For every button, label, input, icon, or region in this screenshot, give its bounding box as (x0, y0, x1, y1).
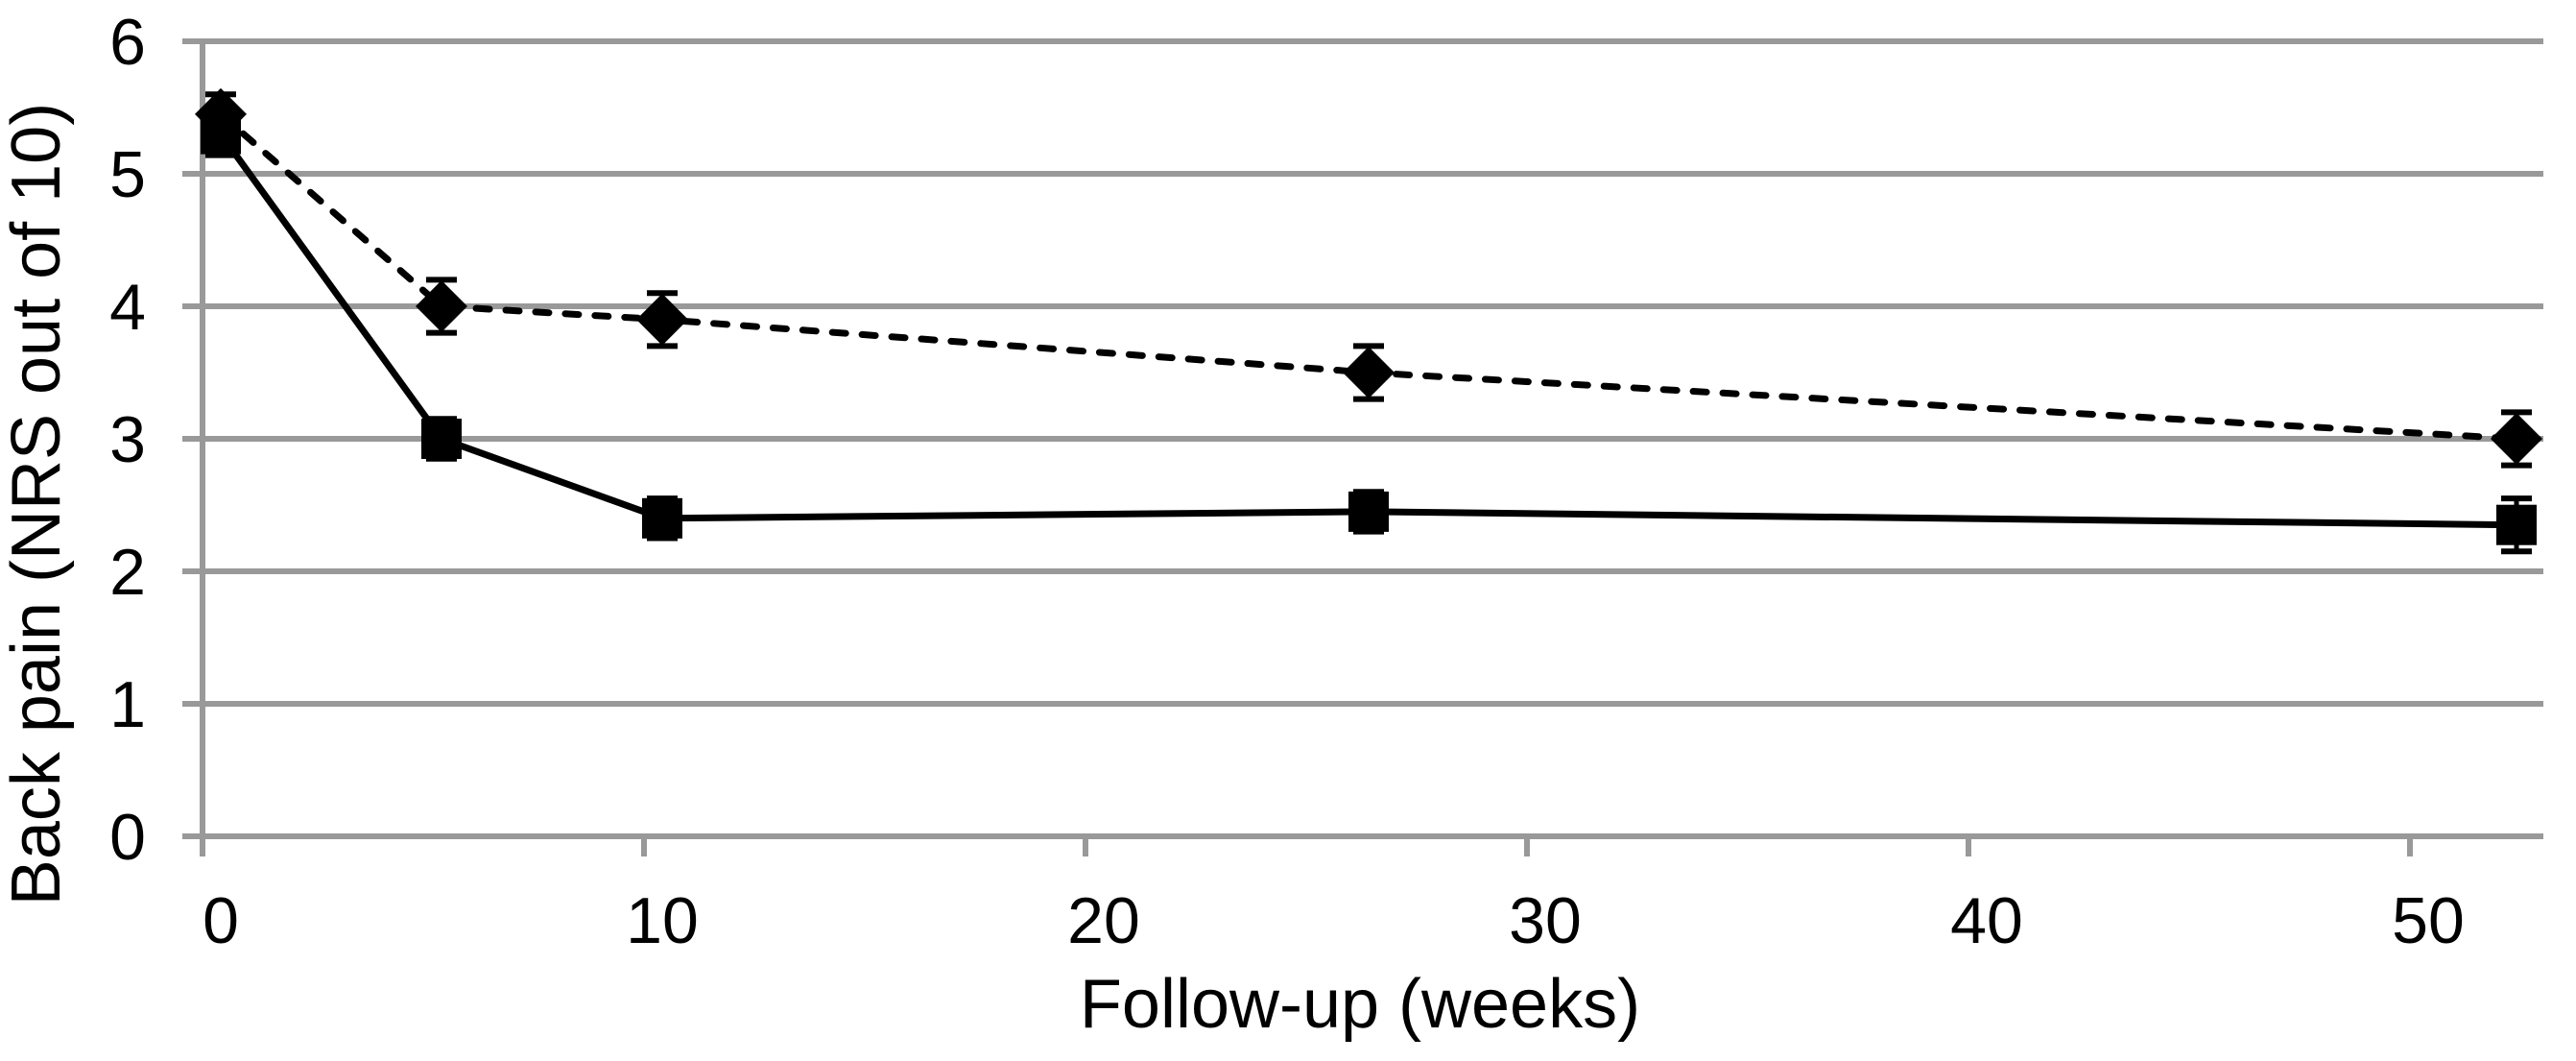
x-tick-label: 20 (1067, 884, 1140, 957)
x-tick-label: 40 (1950, 884, 2023, 957)
gridlines (203, 38, 2543, 839)
y-tick-label: 5 (109, 138, 146, 211)
y-tick-label: 0 (109, 801, 146, 874)
square-marker (201, 113, 241, 155)
data-series (195, 87, 2542, 545)
y-tick-label: 1 (109, 668, 146, 741)
x-tick-label: 0 (203, 884, 239, 957)
y-tick-label: 4 (109, 271, 146, 344)
axes (182, 38, 2413, 856)
square-marker (642, 497, 682, 539)
diamond-marker (2491, 413, 2542, 465)
y-tick-label: 3 (109, 403, 146, 476)
x-tick-label: 30 (1509, 884, 1582, 957)
y-axis-title: Back pain (NRS out of 10) (0, 103, 75, 905)
diamond-marker (1343, 347, 1395, 398)
tick-labels: 0 1 2 3 4 5 6 0 10 20 30 40 50 (109, 6, 2465, 957)
y-tick-label: 2 (109, 536, 146, 609)
square-marker (421, 419, 462, 459)
x-tick-label: 50 (2392, 884, 2465, 957)
y-tick-label: 6 (109, 6, 146, 79)
square-marker (1348, 491, 1389, 532)
x-tick-label: 10 (626, 884, 699, 957)
square-marker (2496, 504, 2537, 545)
series-line-solid (217, 131, 2520, 529)
x-axis-title: Follow-up (weeks) (1080, 966, 1640, 1043)
diamond-marker (636, 293, 688, 346)
diamond-marker (416, 280, 467, 332)
